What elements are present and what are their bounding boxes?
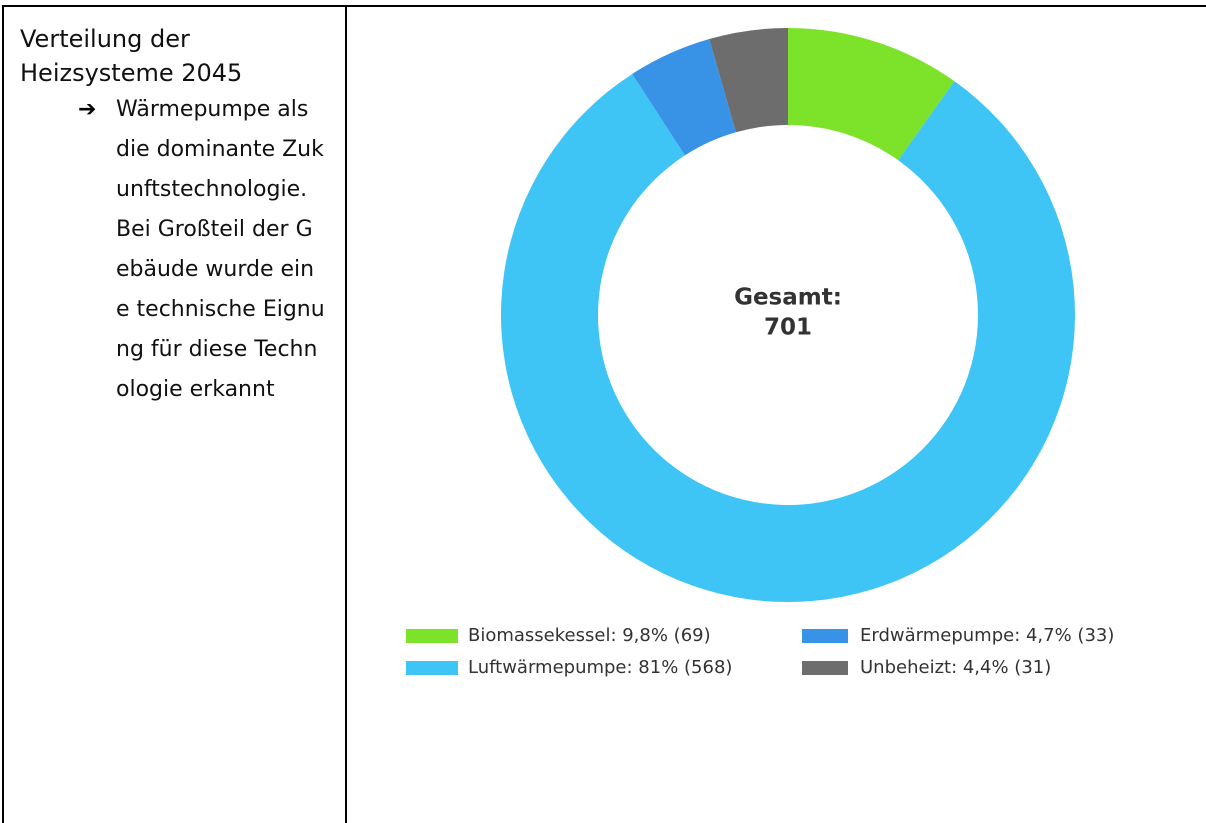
legend-label: Biomassekessel: 9,8% (69) bbox=[468, 625, 711, 646]
bullet-icon: ➔ bbox=[78, 97, 97, 122]
legend-swatch bbox=[802, 661, 848, 675]
donut-slice bbox=[500, 73, 1075, 603]
legend-swatch bbox=[406, 629, 458, 643]
donut-slice bbox=[709, 28, 788, 133]
donut-slice bbox=[632, 39, 736, 156]
center-label: Gesamt: bbox=[734, 285, 842, 311]
center-total: 701 bbox=[764, 315, 812, 341]
legend-label: Luftwärmepumpe: 81% (568) bbox=[468, 657, 732, 678]
legend-swatch bbox=[802, 629, 848, 643]
chart-cell bbox=[345, 5, 1206, 823]
bullet-text: Wärmepumpe als die dominante Zukunftstec… bbox=[116, 97, 325, 402]
text-cell bbox=[2, 5, 347, 823]
legend-swatch bbox=[406, 661, 458, 675]
legend-label: Erdwärmepumpe: 4,7% (33) bbox=[860, 625, 1114, 646]
panel-title: Verteilung der Heizsysteme 2045 bbox=[20, 25, 243, 87]
legend-label: Unbeheizt: 4,4% (31) bbox=[860, 657, 1051, 678]
donut-slice bbox=[788, 28, 955, 161]
